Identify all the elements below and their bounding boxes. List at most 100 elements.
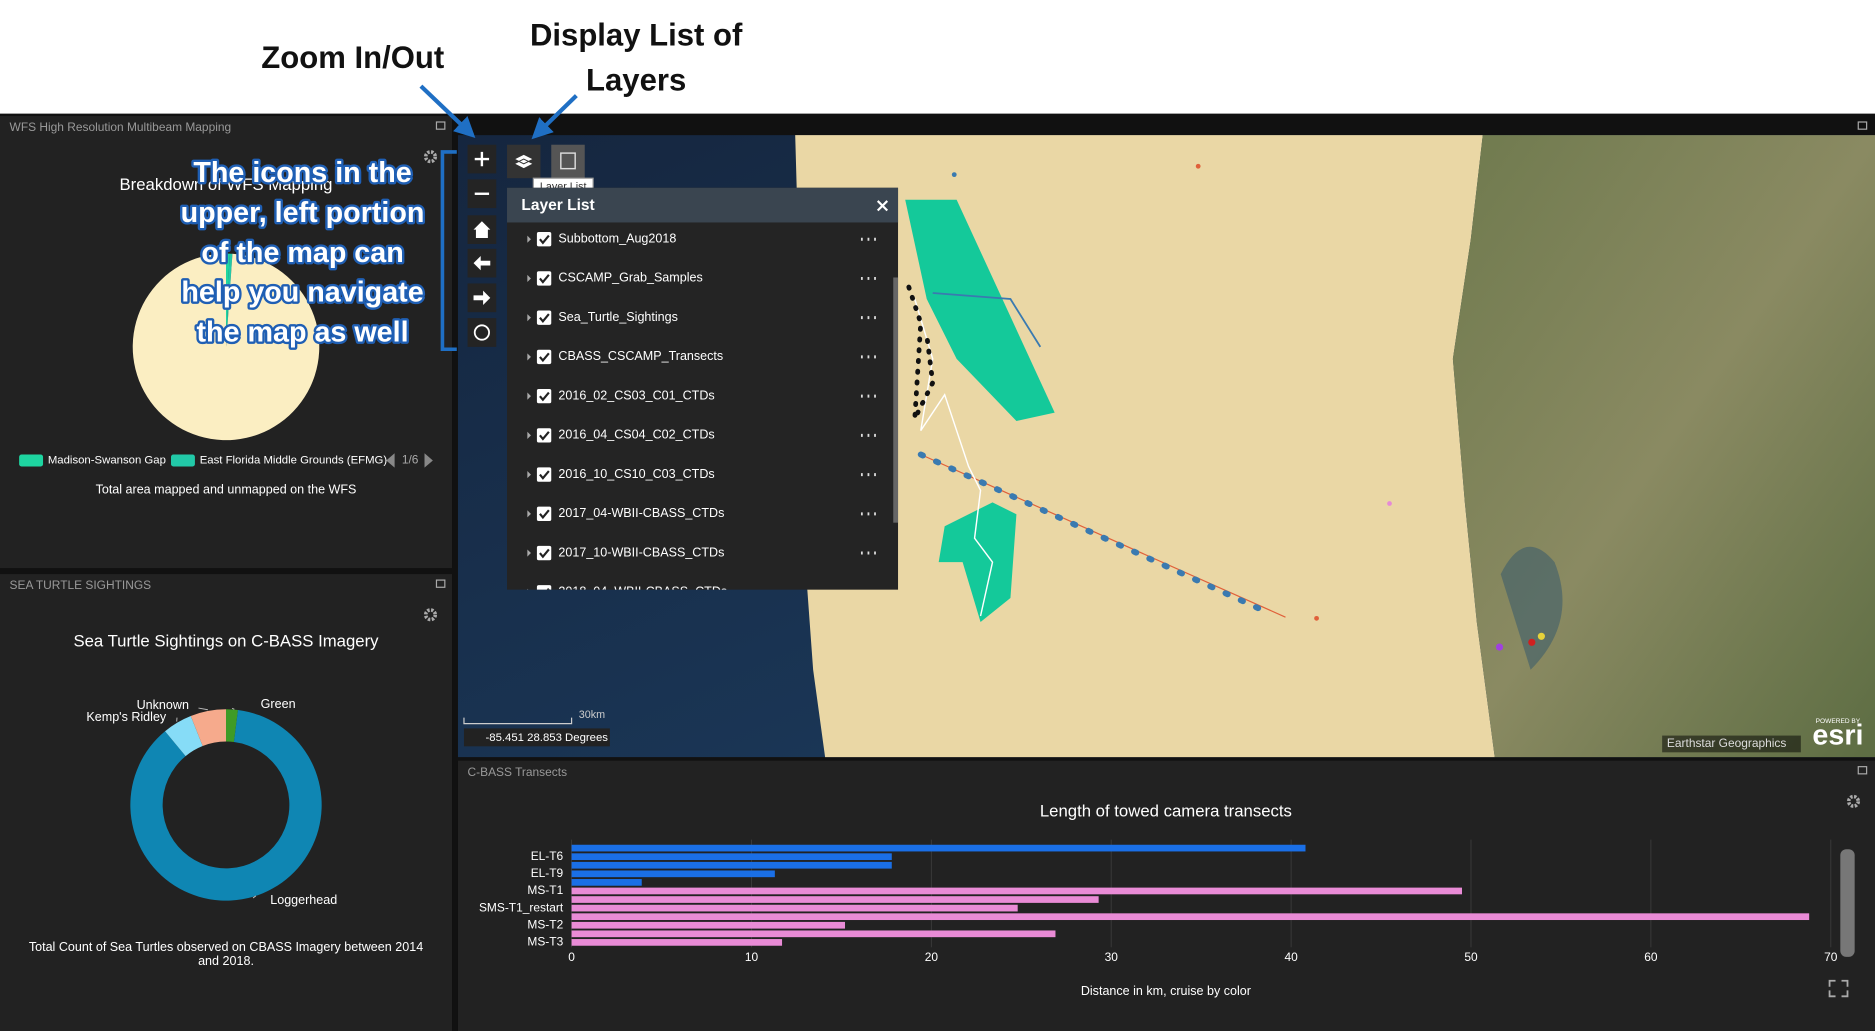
checkbox[interactable] <box>536 545 552 561</box>
panel-icons <box>423 121 1868 998</box>
x-tick-label: 40 <box>1284 950 1298 964</box>
powered-by: POWERED BY <box>1816 718 1861 725</box>
maximize-icon[interactable] <box>1857 121 1868 130</box>
checkmark <box>539 470 550 480</box>
expand-arrow <box>527 431 531 439</box>
layer-list-body <box>507 187 899 590</box>
callout-text: of the map can <box>201 237 403 269</box>
layer-name: 2017_10-WBII-CBASS_CTDs <box>558 545 724 559</box>
transects-panel <box>457 760 1875 1031</box>
bar <box>571 853 892 861</box>
checkbox[interactable] <box>536 506 552 522</box>
legend-label: Madison-Swanson Gap <box>48 454 166 466</box>
x-tick-label: 50 <box>1464 950 1478 964</box>
legend-button[interactable] <box>551 144 585 179</box>
pie: Madison-Swanson Gap East Florida Middle G… <box>19 253 388 467</box>
leader-line <box>198 707 208 711</box>
legend-swatch <box>170 454 195 467</box>
slice-label: Kemp's Ridley <box>86 710 167 724</box>
expand-arrow <box>527 392 531 400</box>
survey-area <box>905 199 1055 422</box>
settings-icon[interactable] <box>423 150 438 164</box>
layer-name: 2018_04_WBII-CBASS_CTDs <box>558 585 727 599</box>
layer-name: CSCAMP_Grab_Samples <box>558 271 702 285</box>
callout-text: help you navigate <box>181 277 423 309</box>
checkmark <box>539 234 550 245</box>
maximize-icon[interactable] <box>435 121 446 130</box>
point <box>1495 643 1504 651</box>
caption-box: Total Count of Sea Turtles observed on C… <box>29 940 423 969</box>
annotation: Zoom In/Out <box>261 40 444 75</box>
x-axis-label: Distance in km, cruise by color <box>1081 984 1251 998</box>
checkbox[interactable] <box>536 388 552 404</box>
slice-label: Green <box>261 697 296 711</box>
point <box>1537 632 1545 640</box>
bar <box>571 904 1018 912</box>
layer-list-header <box>507 187 899 223</box>
layer-name: 2016_02_CS03_C01_CTDs <box>558 388 714 402</box>
checkbox[interactable] <box>536 310 552 325</box>
leader-line <box>252 895 257 899</box>
checkbox[interactable] <box>536 271 552 286</box>
layer-name: CBASS_CSCAMP_Transects <box>558 349 723 363</box>
y-tick-label: MS-T3 <box>527 935 563 949</box>
bar <box>571 879 642 886</box>
x-tick-label: 30 <box>1105 950 1119 964</box>
checkbox[interactable] <box>536 232 552 247</box>
expand-arrow <box>527 510 531 518</box>
settings-icon[interactable] <box>423 608 438 622</box>
point <box>951 172 957 178</box>
scale-bar <box>463 717 573 725</box>
survey-area <box>938 502 1017 622</box>
checkbox[interactable] <box>536 349 552 365</box>
callout-text: the map as well <box>197 317 409 349</box>
coordinates-box <box>463 728 610 747</box>
x-tick-label: 70 <box>1824 950 1838 964</box>
close-button[interactable] <box>876 200 889 212</box>
bracket <box>440 150 457 352</box>
fullscreen-icon[interactable] <box>1828 979 1849 998</box>
expand-arrow <box>527 353 531 361</box>
y-tick-label: EL-T9 <box>531 866 564 880</box>
x-tick-label: 60 <box>1644 950 1658 964</box>
line <box>932 292 1042 348</box>
annotations: Zoom In/Out Display List of Layers The i… <box>178 17 743 352</box>
slice <box>130 710 322 901</box>
map-controls: Layer List <box>467 144 594 347</box>
expand-arrow <box>527 235 531 243</box>
maximize-icon[interactable] <box>435 579 446 588</box>
locate-button[interactable] <box>467 318 497 347</box>
transect <box>914 298 994 617</box>
esri-logo: esri <box>1812 719 1863 751</box>
y-tick-label: EL-T6 <box>531 849 564 863</box>
point <box>1314 615 1319 621</box>
maximize-icon[interactable] <box>1857 766 1868 775</box>
coordinates: -85.451 28.853 Degrees <box>485 732 608 744</box>
bar <box>571 939 783 946</box>
point <box>1387 501 1392 506</box>
bay <box>1500 546 1563 670</box>
panel-header: WFS High Resolution Multibeam Mapping <box>10 120 232 134</box>
turtle-panel <box>0 574 453 1031</box>
legend-label: East Florida Middle Grounds (EFMG) <box>200 454 388 466</box>
chart-caption: Total area mapped and unmapped on the WF… <box>96 483 357 497</box>
checkmark <box>539 509 550 520</box>
checkbox[interactable] <box>536 428 552 443</box>
shelf <box>795 135 1495 758</box>
slice <box>190 709 227 747</box>
point <box>1528 638 1536 646</box>
settings-icon[interactable] <box>1846 794 1861 808</box>
chart-title: Breakdown of WFS Mapping <box>120 175 333 194</box>
y-tick-label: SMS-T1_restart <box>479 900 564 914</box>
checkmark <box>539 391 550 402</box>
layer-name: 2016_10_CS10_C03_CTDs <box>558 467 714 481</box>
back-icon <box>473 255 491 271</box>
x-tick-label: 0 <box>568 950 575 964</box>
point <box>1195 163 1201 169</box>
chart-scrollbar[interactable] <box>1840 849 1855 957</box>
arrow <box>531 94 578 140</box>
checkbox[interactable] <box>536 467 552 482</box>
